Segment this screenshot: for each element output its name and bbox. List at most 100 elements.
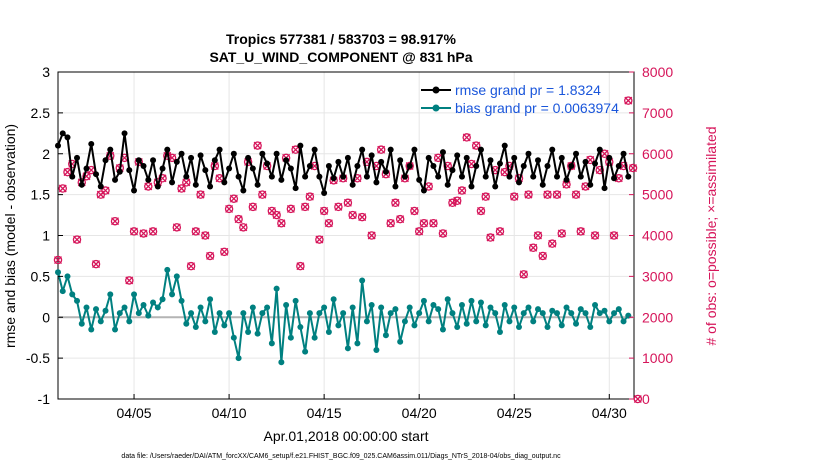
- legend-rmse-marker: [432, 86, 440, 94]
- bias-point: [387, 310, 394, 317]
- rmse-point: [554, 173, 561, 180]
- obs-possible-circle: [272, 210, 281, 220]
- bias-point: [245, 328, 252, 335]
- rmse-point: [202, 167, 209, 174]
- bias-point: [554, 310, 561, 317]
- y-tick-label: 0.5: [31, 268, 51, 284]
- rmse-point: [378, 158, 385, 165]
- obs-count-point: [509, 192, 519, 201]
- bias-point: [506, 318, 513, 325]
- rmse-point: [69, 173, 76, 180]
- bias-point: [420, 297, 427, 304]
- bias-point: [416, 310, 423, 317]
- obs-possible-circle: [58, 184, 68, 193]
- rmse-point: [88, 140, 95, 147]
- bias-point: [135, 310, 142, 317]
- rmse-point: [530, 173, 537, 180]
- rmse-point: [382, 168, 389, 175]
- rmse-point: [577, 173, 584, 180]
- obs-assimilated-cross: [54, 256, 62, 264]
- obs-assimilated-cross: [548, 239, 557, 248]
- obs-assimilated-cross: [258, 190, 267, 199]
- rmse-point: [435, 173, 442, 180]
- rmse-point: [183, 173, 190, 180]
- bias-point: [268, 340, 275, 347]
- obs-assimilated-cross: [429, 219, 438, 228]
- rmse-point: [406, 163, 413, 170]
- obs-count-point: [220, 247, 229, 257]
- obs-assimilated-cross: [481, 192, 490, 201]
- rmse-point: [150, 157, 157, 164]
- obs-assimilated-cross: [377, 145, 386, 154]
- y-right-tick-label: 1000: [642, 350, 673, 366]
- y-right-tick-label: 4000: [642, 228, 673, 244]
- rmse-point: [539, 181, 546, 188]
- obs-possible-circle: [258, 190, 267, 199]
- obs-count-point: [324, 218, 334, 228]
- bias-point: [202, 318, 209, 325]
- rmse-point: [615, 163, 622, 170]
- rmse-point: [159, 165, 166, 172]
- rmse-point: [596, 146, 603, 153]
- rmse-point: [620, 150, 627, 157]
- obs-possible-circle: [172, 223, 182, 232]
- obs-assimilated-cross: [477, 207, 485, 215]
- obs-possible-circle: [557, 229, 567, 238]
- obs-assimilated-cross: [196, 190, 205, 199]
- y-tick-label: -0.5: [26, 350, 50, 366]
- bias-point: [501, 301, 508, 308]
- rmse-point: [278, 176, 285, 183]
- obs-possible-circle: [386, 218, 395, 228]
- rmse-point: [192, 181, 199, 188]
- bias-point: [78, 320, 85, 327]
- obs-count-point: [376, 145, 386, 154]
- bias-point: [596, 310, 603, 317]
- obs-count-point: [277, 218, 286, 228]
- obs-possible-circle: [495, 227, 505, 236]
- rmse-point: [102, 157, 109, 164]
- rmse-point: [55, 142, 61, 149]
- obs-assimilated-cross: [543, 190, 552, 199]
- bias-point: [325, 328, 332, 335]
- obs-possible-circle: [300, 202, 310, 212]
- rmse-point: [297, 142, 304, 149]
- obs-count-point: [609, 231, 619, 240]
- rmse-point: [454, 152, 461, 159]
- bias-point: [477, 299, 484, 306]
- obs-assimilated-cross: [182, 178, 191, 187]
- rmse-point: [587, 181, 594, 188]
- obs-count-point: [305, 192, 315, 201]
- obs-possible-circle: [334, 202, 343, 212]
- obs-possible-circle: [567, 161, 576, 171]
- bias-point: [411, 322, 418, 329]
- obs-count-point: [548, 239, 557, 248]
- rmse-point: [197, 152, 204, 159]
- obs-count-point: [481, 192, 490, 201]
- obs-count-point: [177, 184, 186, 193]
- rmse-point: [573, 150, 580, 157]
- rmse-point: [492, 183, 499, 190]
- obs-possible-circle: [125, 276, 134, 285]
- obs-count-point: [315, 235, 324, 244]
- rmse-point: [145, 176, 152, 183]
- legend: rmse grand pr = 1.8324 bias grand pr = 0…: [421, 82, 619, 116]
- obs-assimilated-cross: [386, 219, 395, 228]
- obs-count-point: [110, 216, 120, 226]
- x-tick-label: 04/25: [497, 405, 532, 421]
- obs-assimilated-cross: [272, 211, 281, 220]
- obs-count-markers: [53, 96, 643, 404]
- obs-count-point: [148, 227, 158, 236]
- bias-point: [254, 330, 261, 337]
- rmse-point: [97, 183, 104, 190]
- rmse-point: [245, 154, 252, 161]
- obs-possible-circle: [319, 206, 329, 216]
- rmse-point: [311, 146, 318, 153]
- obs-possible-circle: [186, 261, 196, 271]
- bias-point: [382, 332, 389, 339]
- bias-point: [449, 310, 456, 317]
- rmse-point: [601, 185, 608, 192]
- obs-count-point: [628, 163, 638, 173]
- obs-possible-circle: [633, 394, 643, 404]
- obs-assimilated-cross: [538, 251, 547, 260]
- y-tick-label: 2: [42, 146, 50, 162]
